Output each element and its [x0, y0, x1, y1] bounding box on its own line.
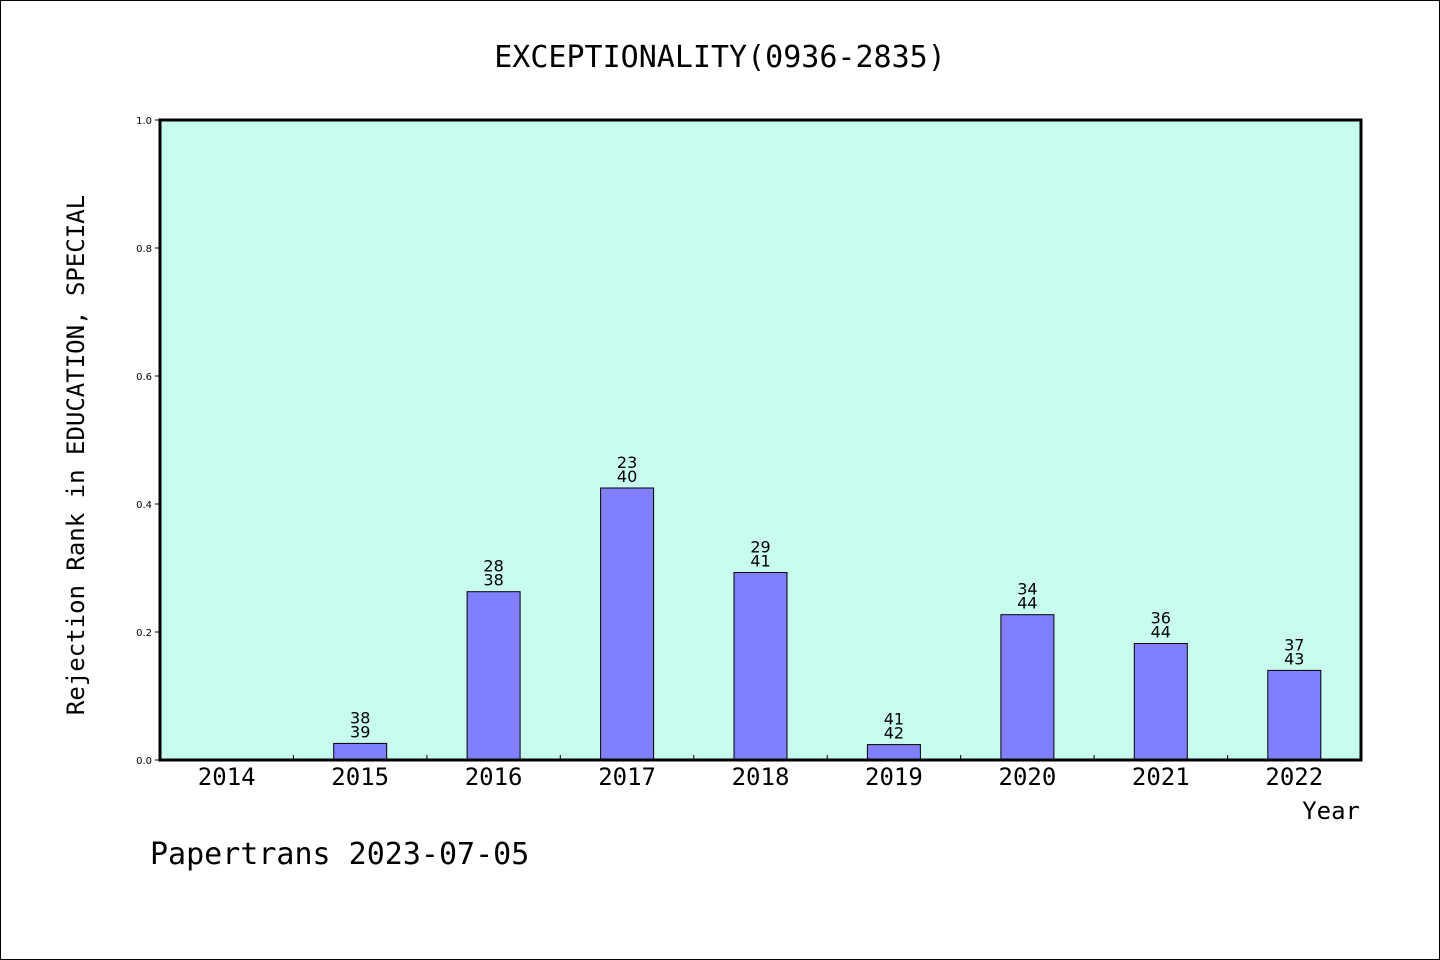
- x-tick-label-2021: 2021: [1132, 763, 1190, 791]
- x-tick-label-2014: 2014: [198, 763, 256, 791]
- y-tick-label-1.0: 1.0: [136, 116, 152, 127]
- x-tick-label-2022: 2022: [1265, 763, 1323, 791]
- data-label-2017-1: 23: [617, 453, 637, 472]
- data-label-2021-2: 44: [1151, 623, 1171, 642]
- plot-border: [158, 118, 1363, 762]
- y-tick-label-0.2: 0.2: [136, 628, 152, 639]
- data-label-2019-2: 42: [884, 724, 904, 743]
- data-label-2016-2: 38: [483, 571, 503, 590]
- bar-2016: [466, 591, 521, 761]
- bar-2022: [1267, 669, 1322, 761]
- footer-date-stamp: Papertrans 2023-07-05: [150, 837, 529, 872]
- data-label-2022-1: 37: [1284, 635, 1304, 654]
- bar-2020: [1000, 614, 1055, 761]
- x-tick-label-2017: 2017: [598, 763, 656, 791]
- bar-2021: [1133, 643, 1188, 761]
- y-tick-label-0.0: 0.0: [136, 756, 152, 767]
- y-tick-label-0.6: 0.6: [136, 372, 152, 383]
- data-label-2018-2: 41: [750, 552, 770, 571]
- x-tick-label-2016: 2016: [465, 763, 523, 791]
- x-tick-label-2020: 2020: [999, 763, 1057, 791]
- data-label-2018-1: 29: [750, 538, 770, 557]
- data-label-2022-2: 43: [1284, 649, 1304, 668]
- bar-2018: [733, 572, 788, 761]
- data-label-2017-2: 40: [617, 467, 637, 486]
- x-axis-label: Year: [1302, 797, 1360, 825]
- x-tick-label-2015: 2015: [331, 763, 389, 791]
- data-label-2015-1: 38: [350, 708, 370, 727]
- data-label-2020-2: 44: [1017, 594, 1037, 613]
- data-label-2016-1: 28: [483, 557, 503, 576]
- bar-2019: [866, 744, 921, 761]
- bar-2015: [333, 742, 388, 761]
- y-axis-ticks: 0.0 0.2 0.4 0.6 0.8 1.0: [136, 116, 160, 767]
- data-label-2015-2: 39: [350, 722, 370, 741]
- x-tick-label-2019: 2019: [865, 763, 923, 791]
- data-label-2021-1: 36: [1151, 609, 1171, 628]
- data-label-2020-1: 34: [1017, 580, 1037, 599]
- x-tick-label-2018: 2018: [732, 763, 790, 791]
- x-axis-ticks: 2014 2015 2016 2017 2018 2019 2020 2021 2022: [198, 755, 1323, 791]
- y-tick-label-0.8: 0.8: [136, 244, 152, 255]
- bar-2017: [600, 487, 655, 761]
- chart-title: EXCEPTIONALITY(0936-2835): [494, 40, 946, 75]
- y-axis-label: Rejection Rank in EDUCATION, SPECIAL: [62, 195, 90, 715]
- bars-group: [333, 487, 1322, 761]
- data-label-2019-1: 41: [884, 710, 904, 729]
- y-tick-label-0.4: 0.4: [136, 500, 152, 511]
